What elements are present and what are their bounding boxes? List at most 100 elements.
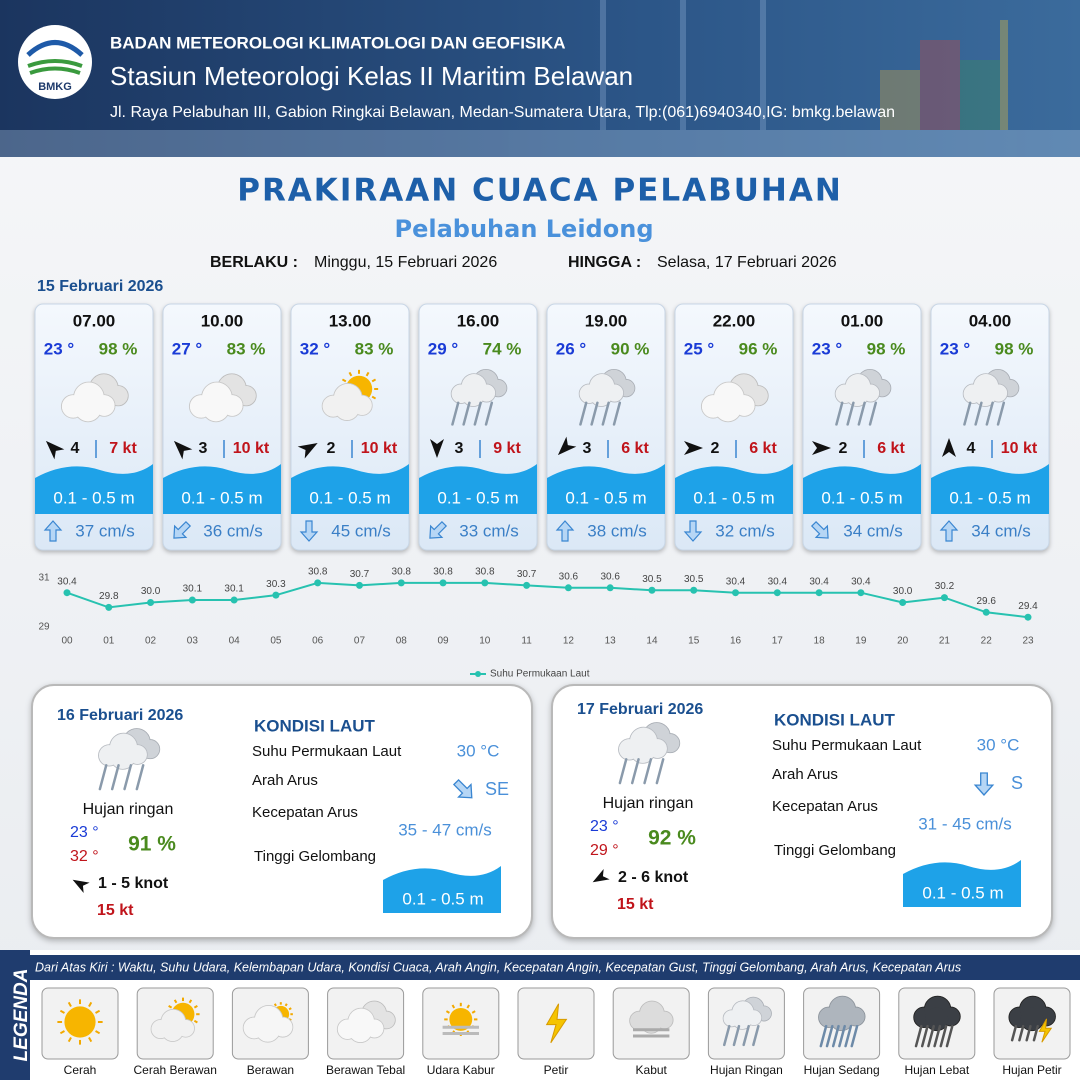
- current-arrow: [429, 520, 448, 539]
- x-tick-label: 20: [897, 636, 909, 647]
- temperature: 26 °: [556, 339, 587, 358]
- gust-speed: 7 kt: [109, 440, 137, 457]
- rain-drop: [462, 401, 471, 426]
- point: [314, 579, 322, 587]
- wave-label: Tinggi Gelombang: [254, 848, 376, 865]
- wind-arrow: [297, 443, 318, 459]
- humidity: 92 %: [648, 827, 696, 850]
- legend-item-label: Petir: [544, 1063, 569, 1077]
- sun-ray: [168, 1005, 173, 1009]
- rain-drop: [996, 401, 1006, 426]
- sun: [64, 1006, 96, 1038]
- x-tick-label: 10: [479, 636, 491, 647]
- rain-drop: [850, 1024, 859, 1048]
- legend-item-label: Cerah Berawan: [134, 1063, 217, 1077]
- wave-height: 0.1 - 0.5 m: [821, 488, 902, 507]
- sun-ray: [471, 1010, 476, 1014]
- wind-arrow: [45, 440, 65, 460]
- sun-ray: [371, 378, 377, 383]
- value-label: 30.1: [183, 584, 203, 595]
- current-speed: 45 cm/s: [331, 521, 391, 540]
- temperature: 25 °: [684, 339, 715, 358]
- sst-label: Suhu Permukaan Laut: [772, 737, 922, 754]
- sun-ray: [67, 1001, 72, 1007]
- weather-icon: [188, 373, 257, 423]
- time: 04.00: [969, 311, 1012, 330]
- rain-drop: [844, 1024, 853, 1048]
- legend-item-label: Cerah: [64, 1063, 97, 1077]
- sun-ray: [466, 1004, 470, 1009]
- gust-speed: 9 kt: [493, 440, 521, 457]
- legend-caption: Dari Atas Kiri : Waktu, Suhu Udara, Kele…: [35, 960, 961, 974]
- cloud: [834, 373, 881, 407]
- weather-label: Hujan ringan: [603, 795, 694, 812]
- x-tick-label: 04: [229, 636, 241, 647]
- cloud-fill: [74, 395, 102, 422]
- weather-icon: [722, 996, 772, 1047]
- wave-area: [547, 464, 665, 514]
- cloud-fill: [714, 395, 742, 422]
- cloud: [1008, 995, 1056, 1032]
- value-label: 30.2: [935, 581, 955, 592]
- value-label: 30.7: [350, 569, 370, 580]
- humidity: 98 %: [867, 339, 906, 358]
- temperature: 23 °: [940, 339, 971, 358]
- point: [355, 581, 363, 589]
- valid-until: Selasa, 17 Februari 2026: [657, 254, 837, 271]
- cloud-fill: [732, 1010, 752, 1029]
- weather-icon: [321, 369, 379, 421]
- current-arrow: [452, 778, 473, 799]
- value-label: 30.5: [684, 574, 704, 585]
- legend-item-label: Hujan Lebat: [904, 1063, 969, 1077]
- wind-arrow: [592, 869, 610, 883]
- value-label: 30.4: [57, 576, 77, 587]
- sst: 30 °C: [977, 735, 1020, 754]
- cloud-fill: [830, 1007, 853, 1031]
- value-label: 30.4: [726, 576, 746, 587]
- x-tick-label: 02: [145, 636, 157, 647]
- lightning: [545, 1003, 568, 1044]
- legend-item-label: Udara Kabur: [427, 1063, 495, 1077]
- cloud-fill: [462, 384, 484, 407]
- wind-arrow: [942, 438, 956, 457]
- value-label: 30.8: [475, 567, 495, 578]
- x-tick-label: 14: [646, 636, 658, 647]
- legend-item-label: Hujan Sedang: [804, 1063, 880, 1077]
- rain-drop: [846, 401, 855, 426]
- value-label: 30.8: [308, 567, 328, 578]
- temperature: 29 °: [428, 339, 459, 358]
- cloud-fill: [334, 395, 360, 421]
- cloud-fill: [974, 384, 996, 407]
- sun-ray: [284, 1003, 288, 1007]
- rain-drop: [630, 758, 640, 785]
- rain-drop: [974, 401, 983, 426]
- y-tick-label: 31: [38, 573, 50, 584]
- rain-drop: [914, 1024, 923, 1048]
- logo-text: BMKG: [38, 81, 72, 93]
- wind-arrow: [684, 441, 703, 455]
- sun-ray: [193, 1005, 198, 1009]
- rain-drop: [732, 1024, 741, 1047]
- rain-drop: [920, 1024, 929, 1048]
- current-arrow: [43, 520, 63, 542]
- point: [1024, 613, 1032, 621]
- current-speed: 33 cm/s: [459, 521, 519, 540]
- humidity: 90 %: [611, 339, 650, 358]
- sun-ray: [173, 999, 178, 1004]
- wind-speed: 3: [455, 440, 464, 457]
- cloud: [578, 373, 625, 407]
- time: 22.00: [713, 311, 756, 330]
- temp-min: 23 °: [590, 818, 619, 835]
- time: 13.00: [329, 311, 372, 330]
- humidity: 74 %: [483, 339, 522, 358]
- rain-drop: [98, 764, 108, 791]
- humidity: 98 %: [99, 339, 138, 358]
- wave-height: 0.1 - 0.5 m: [922, 883, 1003, 902]
- rain-drop: [110, 764, 120, 791]
- point: [481, 579, 489, 587]
- rain-drop: [484, 401, 494, 426]
- rain-drop: [838, 1024, 846, 1048]
- humidity: 96 %: [739, 339, 778, 358]
